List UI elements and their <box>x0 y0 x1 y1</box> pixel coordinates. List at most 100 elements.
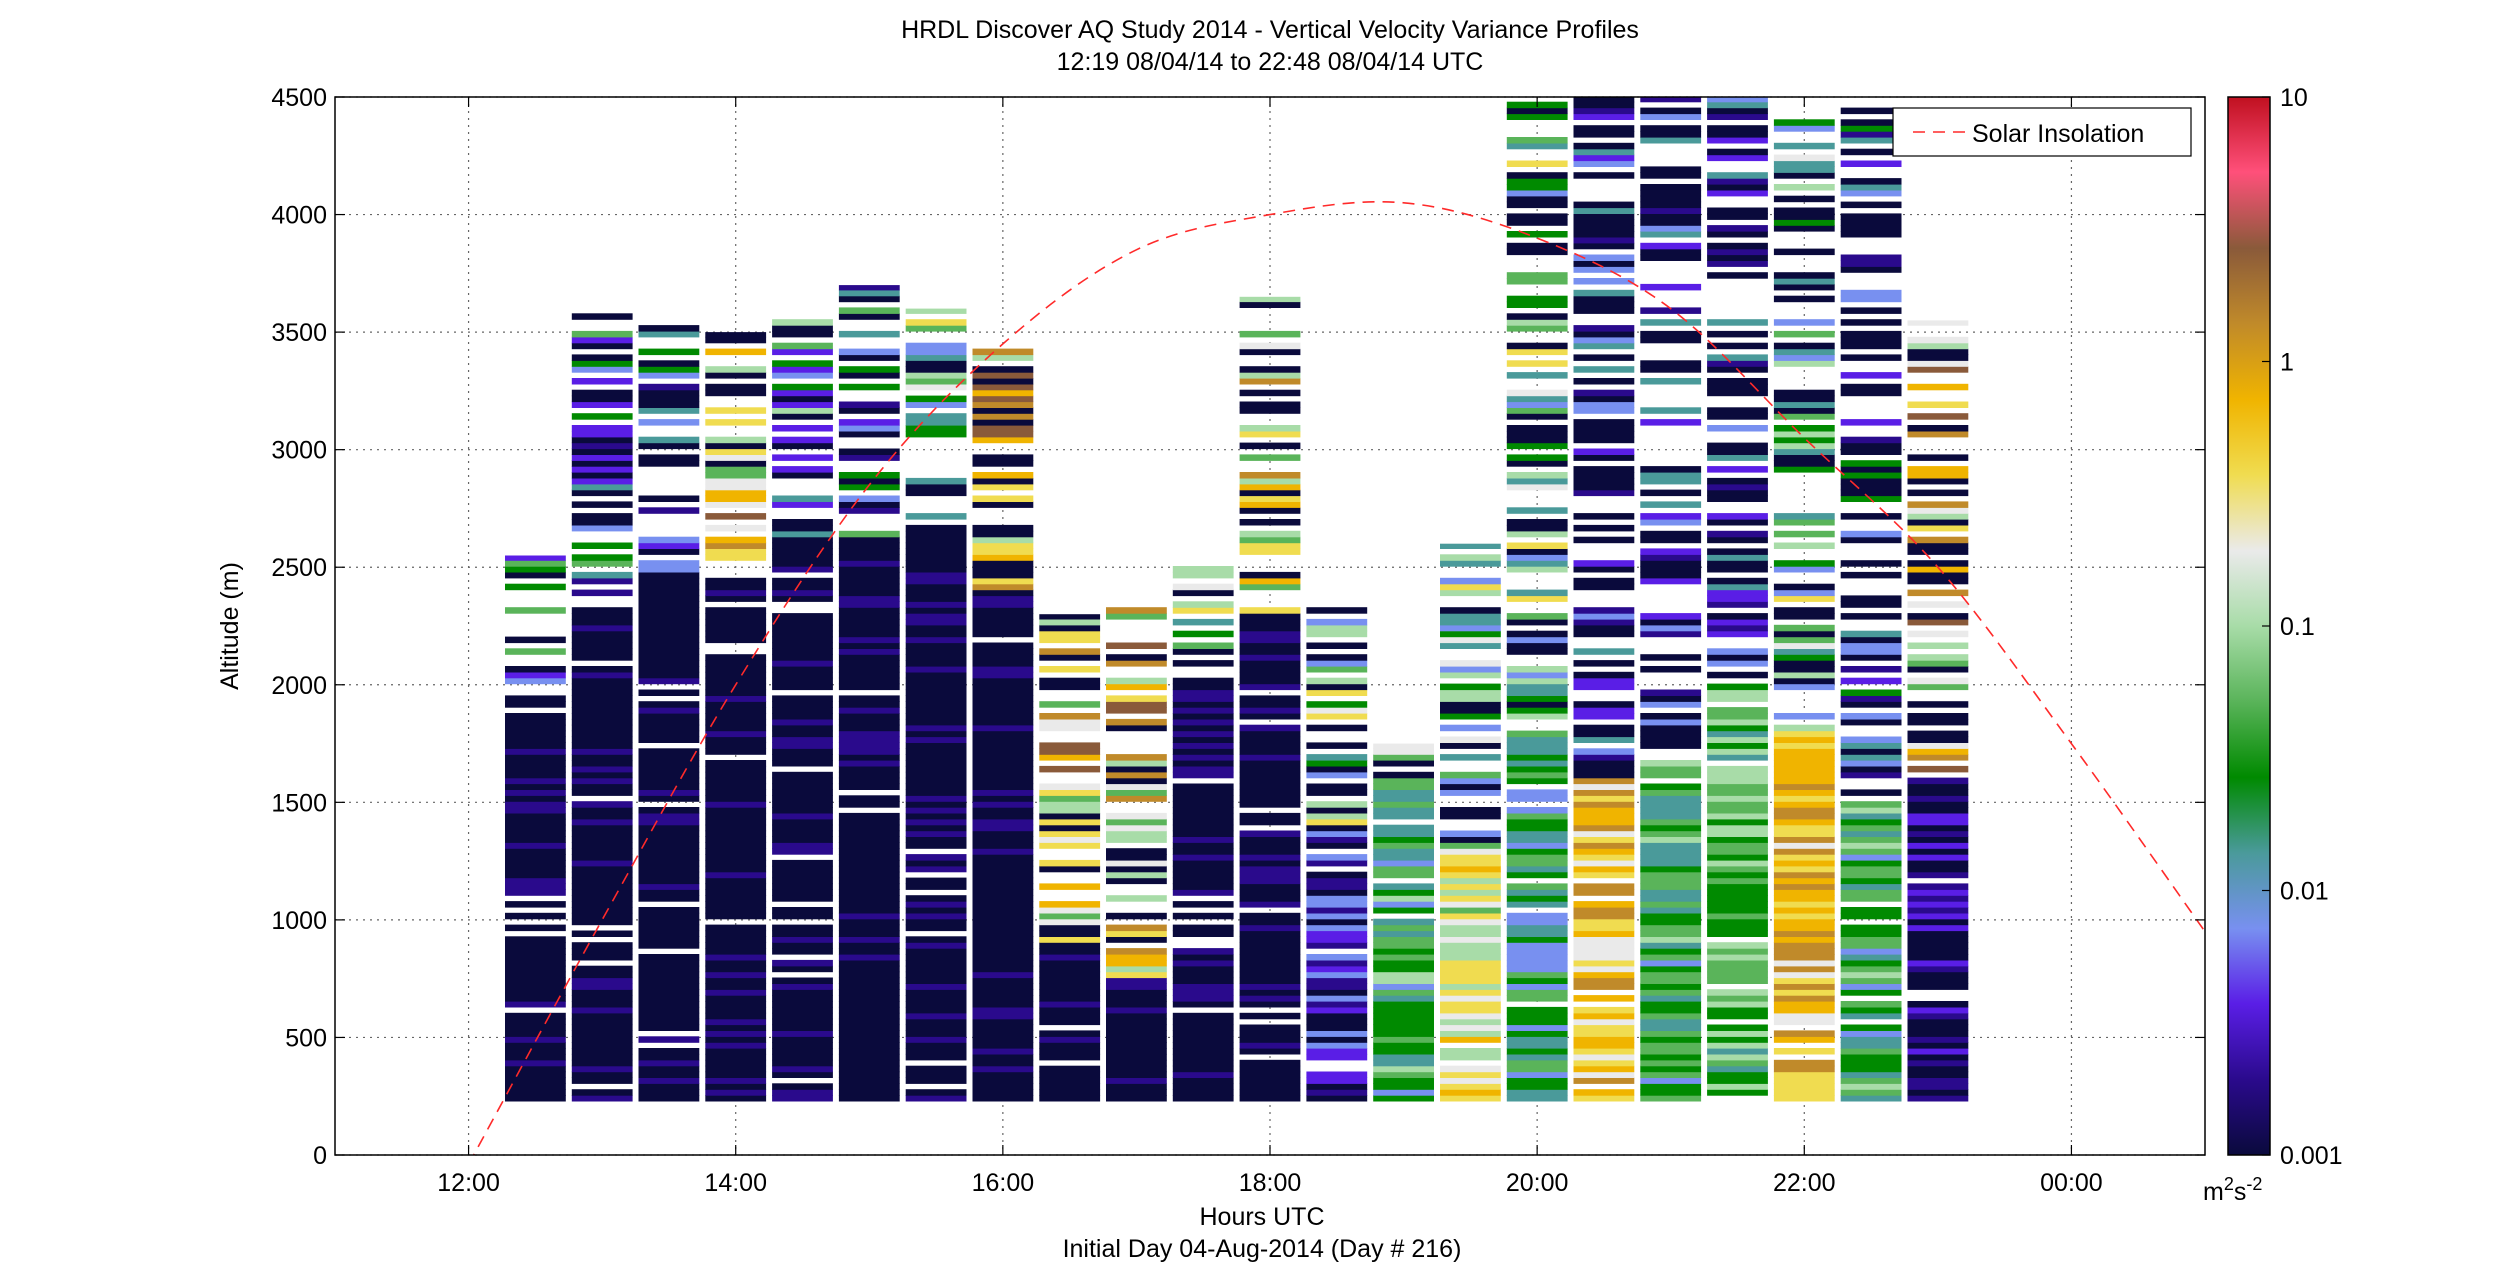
range-gate <box>772 1006 833 1014</box>
range-gate <box>1506 342 1568 350</box>
range-gate <box>638 348 700 356</box>
range-gate <box>905 1065 967 1073</box>
range-gate <box>1506 566 1568 573</box>
range-gate <box>972 830 1034 837</box>
range-gate <box>1640 166 1702 173</box>
range-gate <box>705 730 767 738</box>
range-gate <box>571 554 633 561</box>
range-gate <box>1707 683 1768 691</box>
range-gate <box>1239 901 1301 908</box>
range-gate <box>1640 536 1702 544</box>
range-gate <box>1239 542 1301 549</box>
range-gate <box>1907 1089 1969 1096</box>
range-gate <box>1106 1024 1167 1031</box>
range-gate <box>638 460 700 467</box>
range-gate <box>838 918 900 926</box>
range-gate <box>1573 160 1635 167</box>
range-gate <box>638 436 700 444</box>
range-gate <box>1840 1036 1902 1043</box>
range-gate <box>1707 513 1768 520</box>
range-gate <box>838 1048 900 1055</box>
range-gate <box>772 771 833 779</box>
range-gate <box>1707 818 1768 826</box>
range-gate <box>1773 883 1835 890</box>
range-gate <box>571 736 633 743</box>
range-gate <box>1039 977 1101 984</box>
range-gate <box>1039 830 1101 837</box>
range-gate <box>1707 530 1768 538</box>
range-gate <box>972 1095 1034 1102</box>
range-gate <box>1773 454 1835 461</box>
range-gate <box>1573 524 1635 532</box>
range-gate <box>838 285 900 291</box>
range-gate <box>1506 436 1568 444</box>
range-gate <box>1440 930 1501 937</box>
range-gate <box>1907 342 1969 350</box>
range-gate <box>905 595 967 602</box>
range-gate <box>1840 1077 1902 1084</box>
range-gate <box>1773 1089 1835 1096</box>
range-gate <box>638 765 700 773</box>
range-gate <box>1840 289 1902 297</box>
range-gate <box>571 1065 633 1073</box>
range-gate <box>571 354 633 361</box>
range-gate <box>1773 125 1835 132</box>
range-gate <box>1640 995 1702 1002</box>
range-gate <box>972 871 1034 879</box>
range-gate <box>1506 736 1568 743</box>
range-gate <box>1573 871 1635 879</box>
range-gate <box>1440 660 1501 667</box>
range-gate <box>1707 912 1768 920</box>
range-gate <box>1640 513 1702 520</box>
range-gate <box>1707 378 1768 385</box>
range-gate <box>1172 754 1234 761</box>
range-gate <box>638 883 700 890</box>
range-gate <box>972 348 1034 356</box>
range-gate <box>705 366 767 373</box>
range-gate <box>1106 1018 1167 1026</box>
range-gate <box>571 618 633 626</box>
range-gate <box>505 859 566 867</box>
range-gate <box>1907 954 1969 961</box>
range-gate <box>1306 836 1368 843</box>
range-gate <box>1039 683 1101 691</box>
range-gate <box>1306 1048 1368 1055</box>
range-gate <box>1573 954 1635 961</box>
range-gate <box>1506 695 1568 702</box>
range-gate <box>1306 724 1368 732</box>
range-gate <box>1373 989 1434 996</box>
range-gate <box>1239 613 1301 620</box>
range-gate <box>1039 824 1101 832</box>
range-gate <box>1506 842 1568 849</box>
range-gate <box>1239 636 1301 644</box>
range-gate <box>638 407 700 414</box>
range-gate <box>505 854 566 861</box>
range-gate <box>972 695 1034 702</box>
range-gate <box>972 795 1034 802</box>
range-gate <box>571 1089 633 1096</box>
range-gate <box>1239 630 1301 638</box>
range-gate <box>1172 1053 1234 1061</box>
range-gate <box>1106 924 1167 932</box>
range-gate <box>571 842 633 849</box>
range-gate <box>1506 701 1568 708</box>
range-gate <box>1840 489 1902 497</box>
range-gate <box>1707 354 1768 361</box>
range-gate <box>1907 336 1969 344</box>
range-gate <box>1840 601 1902 608</box>
range-gate <box>1707 877 1768 885</box>
range-gate <box>1306 742 1368 749</box>
range-gate <box>1707 1077 1768 1084</box>
range-gate <box>638 795 700 802</box>
range-gate <box>1172 807 1234 814</box>
range-gate <box>1907 630 1969 638</box>
range-gate <box>1907 1024 1969 1031</box>
range-gate <box>905 701 967 708</box>
range-gate <box>505 1012 566 1020</box>
range-gate <box>1773 736 1835 743</box>
range-gate <box>1440 901 1501 908</box>
range-gate <box>1840 201 1902 209</box>
range-gate <box>1640 419 1702 426</box>
range-gate <box>1506 666 1568 673</box>
range-gate <box>505 965 566 973</box>
